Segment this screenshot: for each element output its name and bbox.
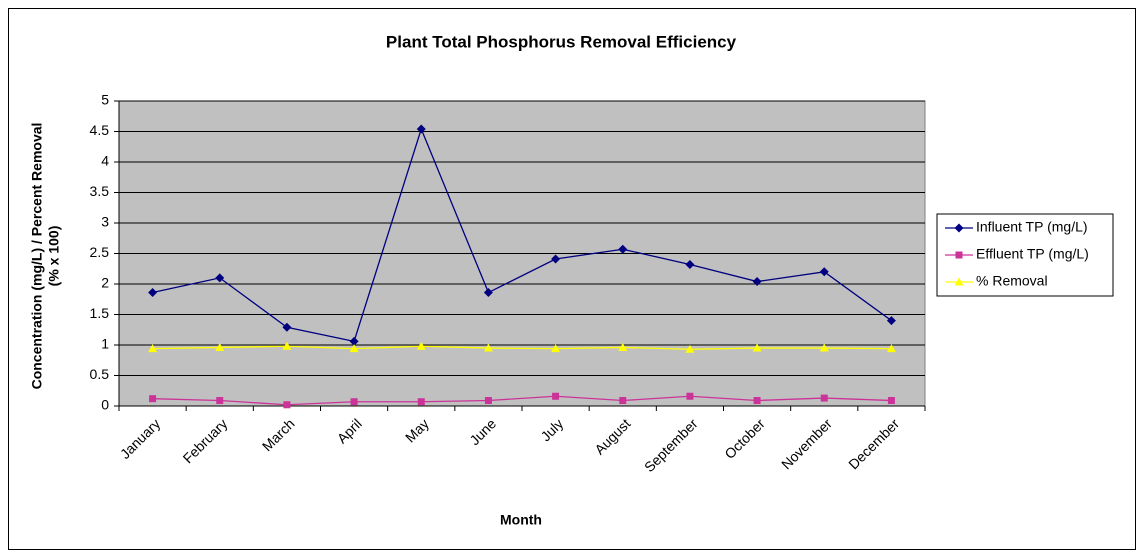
y-axis-title: Concentration (mg/L) / Percent Removal (… <box>29 123 62 390</box>
marker <box>416 124 426 134</box>
y-tick-label: 3 <box>101 214 109 230</box>
marker <box>753 397 761 405</box>
legend-label: Influent TP (mg/L) <box>976 219 1088 235</box>
marker <box>886 316 896 326</box>
marker <box>282 341 292 350</box>
marker <box>618 342 628 351</box>
marker <box>552 392 560 400</box>
marker <box>752 343 762 352</box>
series-line <box>152 395 892 406</box>
marker <box>148 288 158 298</box>
y-tick-label: 2.5 <box>90 244 110 260</box>
legend-marker <box>954 223 964 233</box>
y-axis-title-line: Concentration (mg/L) / Percent Removal <box>29 123 45 390</box>
marker <box>349 344 359 353</box>
marker <box>619 397 627 405</box>
y-tick-label: 5 <box>101 92 109 108</box>
marker <box>685 344 695 353</box>
marker <box>483 288 493 298</box>
marker <box>483 343 493 352</box>
marker <box>417 398 425 406</box>
marker <box>887 397 895 405</box>
marker <box>215 342 225 351</box>
marker <box>685 259 695 269</box>
series-line <box>152 345 892 350</box>
chart-title: Plant Total Phosphorus Removal Efficienc… <box>386 32 737 51</box>
marker <box>350 398 358 406</box>
y-tick-label: 0 <box>101 397 109 413</box>
series-line <box>152 127 892 343</box>
marker <box>819 267 829 277</box>
marker <box>283 401 291 409</box>
marker <box>282 322 292 332</box>
marker <box>551 344 561 353</box>
marker <box>349 336 359 346</box>
y-tick-label: 1 <box>101 336 109 352</box>
x-axis-title: Month <box>500 512 542 528</box>
y-tick-label: 4.5 <box>90 122 110 138</box>
y-tick-label: 1.5 <box>90 305 110 321</box>
legend-marker <box>955 251 963 259</box>
marker <box>216 397 224 405</box>
marker <box>618 244 628 254</box>
legend-label: Effluent TP (mg/L) <box>976 246 1089 262</box>
marker <box>886 344 896 353</box>
y-tick-label: 4 <box>101 153 109 169</box>
y-tick-label: 3.5 <box>90 183 110 199</box>
marker <box>820 394 828 402</box>
marker <box>752 277 762 287</box>
marker <box>148 344 158 353</box>
marker <box>551 254 561 264</box>
legend-label: % Removal <box>976 273 1048 289</box>
marker <box>686 392 694 400</box>
y-axis-title-line: (% x 100) <box>46 226 62 287</box>
y-tick-label: 2 <box>101 275 109 291</box>
marker <box>819 343 829 352</box>
y-tick-label: 0.5 <box>90 366 110 382</box>
marker <box>149 395 157 403</box>
legend-marker <box>954 277 964 286</box>
marker <box>215 273 225 283</box>
marker <box>484 397 492 405</box>
marker <box>416 341 426 350</box>
